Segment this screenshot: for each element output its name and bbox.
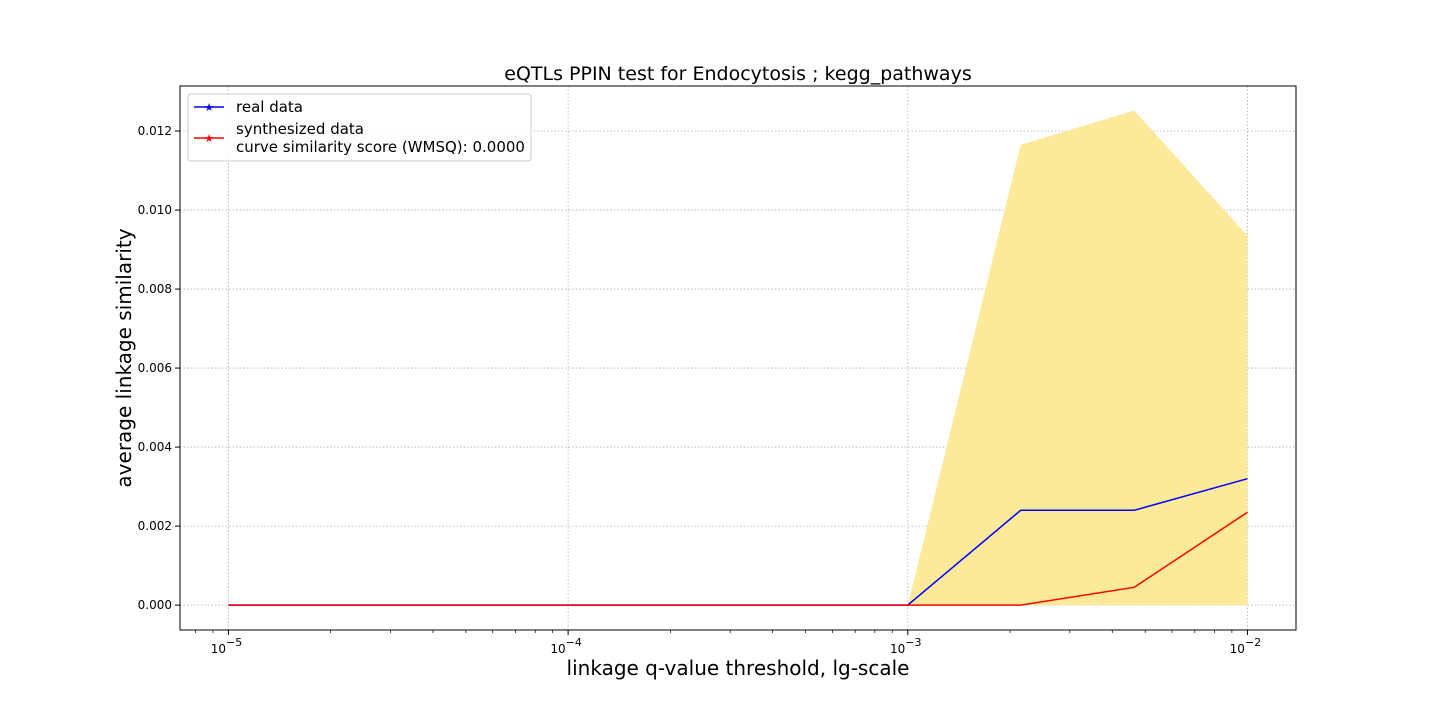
legend-label-similarity-score: curve similarity score (WMSQ): 0.0000 [236,138,525,156]
y-tick-label: 0.010 [138,203,172,217]
y-tick-label: 0.004 [138,440,172,454]
y-tick-label: 0.008 [138,282,172,296]
legend-label-synthesized-data: synthesized data [236,120,364,138]
x-axis-label: linkage q-value threshold, lg-scale [567,656,910,680]
x-tick-label: 10−5 [211,636,243,656]
x-tick-label: 10−4 [550,636,582,656]
legend-marker-synthesized-data: ★ [204,132,214,145]
series-lines [228,477,1248,606]
chart-title: eQTLs PPIN test for Endocytosis ; kegg_p… [504,63,971,85]
axis-ticks: 10−5 10−4 10−3 10−2 0.000 0.002 0.004 0.006 0.00… [138,124,1262,656]
uncertainty-band [228,110,1248,606]
plot-frame [179,85,1297,631]
legend-box [187,93,532,162]
x-tick-label: 10−3 [890,636,922,656]
legend-marker-real-data: ★ [204,101,214,114]
y-tick-label: 0.012 [138,124,172,138]
x-tick-label: 10−2 [1230,636,1262,656]
legend: ★ real data ★ synthesized data curve sim… [187,93,532,162]
y-axis-label: average linkage similarity [112,228,136,487]
series-line-synthesized-data [228,511,1248,606]
confidence-band [228,110,1248,606]
y-tick-label: 0.002 [138,519,172,533]
legend-label-real-data: real data [236,98,303,116]
y-tick-label: 0.000 [138,598,172,612]
y-tick-label: 0.006 [138,361,172,375]
